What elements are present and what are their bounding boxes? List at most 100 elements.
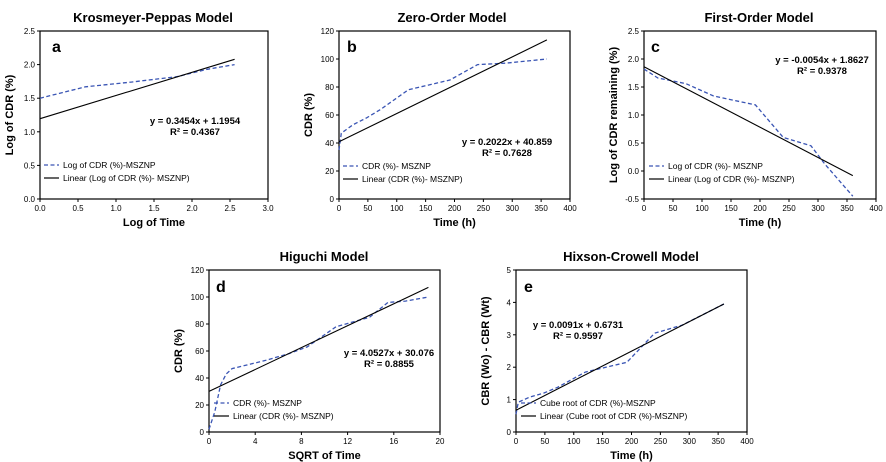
y-tick-label: 5 bbox=[507, 266, 512, 275]
y-axis-label: CBR (Wo) - CBR (Wt) bbox=[480, 296, 492, 405]
x-tick-label: 200 bbox=[448, 204, 462, 213]
x-axis-label: Time (h) bbox=[610, 450, 653, 462]
y-tick-label: 120 bbox=[191, 266, 205, 275]
x-tick-label: 8 bbox=[299, 437, 304, 446]
y-tick-label: 1.0 bbox=[628, 111, 640, 120]
legend-label: CDR (%)- MSZNP bbox=[233, 398, 302, 408]
x-tick-label: 0 bbox=[642, 204, 647, 213]
x-tick-label: 12 bbox=[343, 437, 352, 446]
linear-fit-line bbox=[208, 286, 429, 392]
y-tick-label: 0.5 bbox=[628, 139, 640, 148]
x-tick-label: 350 bbox=[711, 437, 725, 446]
fit-equation: y = 0.3454x + 1.1954 bbox=[150, 116, 241, 127]
x-tick-label: 20 bbox=[436, 437, 445, 446]
y-tick-label: 0 bbox=[507, 428, 512, 437]
x-tick-label: 350 bbox=[534, 204, 548, 213]
legend-label: Log of CDR (%)- MSZNP bbox=[668, 161, 763, 171]
legend-label: CDR (%)- MSZNP bbox=[362, 161, 431, 171]
x-tick-label: 2.5 bbox=[224, 204, 236, 213]
y-axis-label: CDR (%) bbox=[303, 93, 315, 137]
y-tick-label: 120 bbox=[321, 27, 335, 36]
y-tick-label: 60 bbox=[325, 111, 334, 120]
fit-equation: y = 4.0527x + 30.076 bbox=[344, 348, 434, 359]
chart-title: First-Order Model bbox=[704, 10, 813, 25]
x-tick-label: 250 bbox=[782, 204, 796, 213]
y-tick-label: 40 bbox=[195, 374, 204, 383]
x-tick-label: 50 bbox=[363, 204, 372, 213]
y-tick-label: 4 bbox=[507, 298, 512, 307]
linear-fit-line bbox=[643, 66, 854, 177]
x-tick-label: 350 bbox=[840, 204, 854, 213]
x-tick-label: 0 bbox=[337, 204, 342, 213]
x-tick-label: 250 bbox=[654, 437, 668, 446]
x-tick-label: 1.5 bbox=[148, 204, 160, 213]
panel-letter: e bbox=[524, 279, 533, 296]
x-tick-label: 50 bbox=[669, 204, 678, 213]
y-tick-label: 40 bbox=[325, 139, 334, 148]
y-tick-label: 1.5 bbox=[628, 83, 640, 92]
y-tick-label: 0.0 bbox=[24, 195, 36, 204]
legend-label: Cube root of CDR (%)-MSZNP bbox=[540, 398, 656, 408]
x-axis-label: Time (h) bbox=[739, 217, 782, 229]
y-tick-label: 60 bbox=[195, 347, 204, 356]
y-tick-label: 100 bbox=[321, 55, 335, 64]
y-tick-label: 2.5 bbox=[628, 27, 640, 36]
chart-panel-a: Krosmeyer-Peppas Model 0.0 0.5 1.0 1.5 2.0 2.5… bbox=[4, 10, 274, 229]
chart-title: Krosmeyer-Peppas Model bbox=[73, 10, 233, 25]
y-tick-label: 2.5 bbox=[24, 27, 36, 36]
fit-equation: y = -0.0054x + 1.8627 bbox=[775, 55, 869, 66]
legend-label: Log of CDR (%)-MSZNP bbox=[63, 160, 156, 170]
y-axis-label: Log of CDR (%) bbox=[4, 74, 16, 155]
x-tick-label: 16 bbox=[389, 437, 398, 446]
x-tick-label: 250 bbox=[477, 204, 491, 213]
linear-fit-line bbox=[39, 58, 235, 120]
x-tick-label: 0.5 bbox=[72, 204, 84, 213]
y-tick-label: 0.0 bbox=[628, 167, 640, 176]
y-tick-label: -0.5 bbox=[625, 195, 639, 204]
fit-r-squared: R² = 0.4367 bbox=[170, 127, 220, 138]
y-tick-label: 2 bbox=[507, 363, 512, 372]
x-tick-label: 0.0 bbox=[34, 204, 46, 213]
x-tick-label: 100 bbox=[390, 204, 404, 213]
x-tick-label: 4 bbox=[253, 437, 258, 446]
y-tick-label: 2.0 bbox=[628, 55, 640, 64]
y-tick-label: 1 bbox=[507, 396, 512, 405]
panel-letter: a bbox=[52, 39, 61, 56]
x-tick-label: 400 bbox=[563, 204, 577, 213]
y-axis-label: CDR (%) bbox=[173, 329, 185, 373]
x-tick-label: 300 bbox=[811, 204, 825, 213]
chart-title: Zero-Order Model bbox=[397, 10, 506, 25]
legend-label: Linear (CDR (%)- MSZNP) bbox=[233, 411, 334, 421]
y-tick-label: 2.0 bbox=[24, 61, 36, 70]
y-tick-label: 80 bbox=[325, 83, 334, 92]
linear-fit-line bbox=[338, 39, 548, 143]
linear-fit-line bbox=[515, 303, 725, 411]
panel-letter: c bbox=[651, 39, 660, 56]
chart-title: Higuchi Model bbox=[280, 249, 369, 264]
fit-r-squared: R² = 0.9378 bbox=[797, 66, 847, 77]
fit-r-squared: R² = 0.8855 bbox=[364, 359, 415, 370]
data-series-line bbox=[515, 303, 725, 415]
y-tick-label: 3 bbox=[507, 331, 512, 340]
x-axis-label: Log of Time bbox=[123, 217, 185, 229]
y-tick-label: 0 bbox=[330, 195, 335, 204]
x-tick-label: 50 bbox=[540, 437, 549, 446]
x-tick-label: 200 bbox=[753, 204, 767, 213]
y-tick-label: 100 bbox=[191, 293, 205, 302]
chart-panel-c: First-Order Model 0 50 100 150 200 250 300 350 40… bbox=[608, 10, 883, 229]
y-tick-label: 0 bbox=[200, 428, 205, 437]
fit-equation: y = 0.0091x + 0.6731 bbox=[533, 320, 624, 331]
x-tick-label: 0 bbox=[514, 437, 519, 446]
chart-panel-d: Higuchi Model 0 4 8 12 16 20 0 20 40 60 80 100 120 SQR… bbox=[173, 249, 445, 462]
panel-letter: d bbox=[216, 279, 226, 296]
y-tick-label: 20 bbox=[195, 401, 204, 410]
x-tick-label: 150 bbox=[596, 437, 610, 446]
x-tick-label: 200 bbox=[625, 437, 639, 446]
fit-equation: y = 0.2022x + 40.859 bbox=[462, 137, 552, 148]
x-tick-label: 300 bbox=[506, 204, 520, 213]
legend-label: Linear (Log of CDR (%)- MSZNP) bbox=[63, 173, 190, 183]
chart-title: Hixson-Crowell Model bbox=[563, 249, 699, 264]
